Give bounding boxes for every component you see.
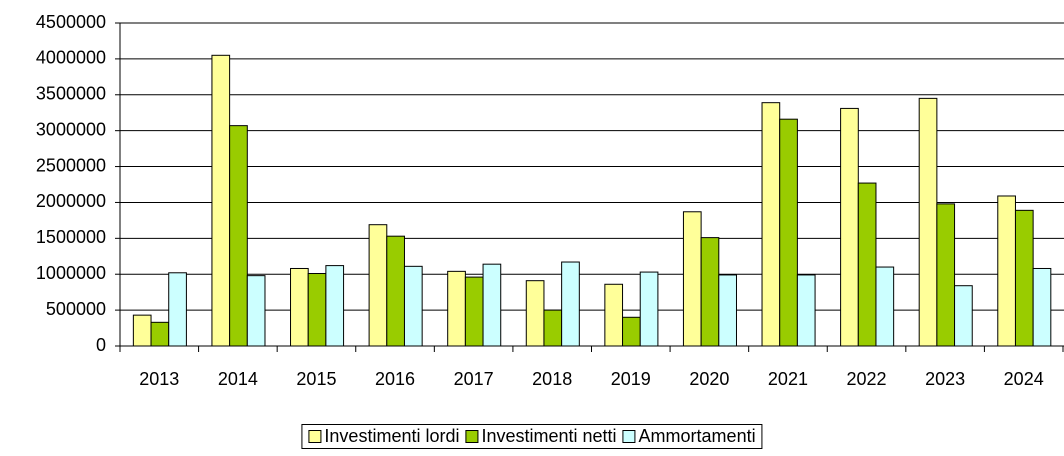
- bar: [954, 285, 973, 347]
- bar: [325, 265, 345, 347]
- x-tick-label: 2014: [218, 369, 258, 389]
- bar: [1014, 209, 1034, 347]
- bar: [229, 125, 248, 347]
- bar: [761, 102, 781, 347]
- y-tick-label: 1500000: [36, 227, 106, 247]
- legend-label: Investimenti lordi: [324, 426, 460, 446]
- bar: [1032, 267, 1052, 347]
- x-tick-label: 2021: [768, 369, 808, 389]
- bar: [464, 276, 484, 347]
- y-tick-label: 0: [96, 335, 106, 355]
- legend-swatch: [308, 430, 322, 443]
- legend-item: Investimenti lordi: [308, 426, 459, 447]
- bar: [682, 211, 702, 347]
- bar: [246, 275, 266, 347]
- x-tick-label: 2013: [139, 369, 179, 389]
- bar: [936, 203, 956, 347]
- bar: [525, 280, 545, 347]
- bar: [211, 54, 231, 347]
- bar: [168, 272, 187, 347]
- y-tick-label: 2500000: [36, 155, 106, 175]
- x-tick-label: 2023: [925, 369, 965, 389]
- legend-item: Ammortamenti: [622, 426, 756, 447]
- bar: [700, 237, 720, 347]
- bar: [561, 261, 580, 347]
- y-tick-label: 1000000: [36, 263, 106, 283]
- x-tick-label: 2020: [689, 369, 729, 389]
- y-tick-label: 3500000: [36, 84, 106, 104]
- x-tick-label: 2017: [454, 369, 494, 389]
- bar: [639, 271, 659, 347]
- y-tick-label: 4000000: [36, 48, 106, 68]
- x-tick-label: 2022: [847, 369, 887, 389]
- x-tick-label: 2016: [375, 369, 415, 389]
- legend-label: Ammortamenti: [638, 426, 756, 446]
- bar: [622, 316, 641, 347]
- bar: [447, 270, 466, 347]
- bar: [840, 107, 859, 347]
- bar: [918, 97, 938, 347]
- bar: [368, 224, 388, 347]
- x-tick-label: 2015: [296, 369, 336, 389]
- bar: [132, 314, 152, 347]
- bar: [150, 321, 170, 347]
- bar: [875, 266, 895, 347]
- y-tick-label: 500000: [46, 299, 106, 319]
- legend-label: Investimenti netti: [481, 426, 617, 446]
- bar: [482, 263, 502, 347]
- y-tick-label: 4500000: [36, 12, 106, 32]
- x-tick-label: 2024: [1004, 369, 1044, 389]
- y-tick-label: 3000000: [36, 119, 106, 139]
- y-tick-label: 2000000: [36, 191, 106, 211]
- bar: [604, 283, 624, 347]
- bar: [857, 182, 877, 347]
- bar: [997, 195, 1016, 347]
- bar: [796, 274, 816, 347]
- x-tick-label: 2018: [532, 369, 572, 389]
- legend-item: Investimenti netti: [465, 426, 617, 447]
- bar: [543, 309, 563, 347]
- bar: [779, 118, 798, 347]
- x-tick-label: 2019: [611, 369, 651, 389]
- bar: [403, 265, 423, 347]
- bar: [718, 274, 737, 347]
- legend: Investimenti lordi Investimenti netti Ammo…: [301, 424, 763, 449]
- legend-swatch: [622, 430, 636, 443]
- bar: [307, 273, 327, 347]
- bar: [386, 235, 405, 347]
- legend-swatch: [465, 430, 479, 443]
- bar: [290, 267, 309, 347]
